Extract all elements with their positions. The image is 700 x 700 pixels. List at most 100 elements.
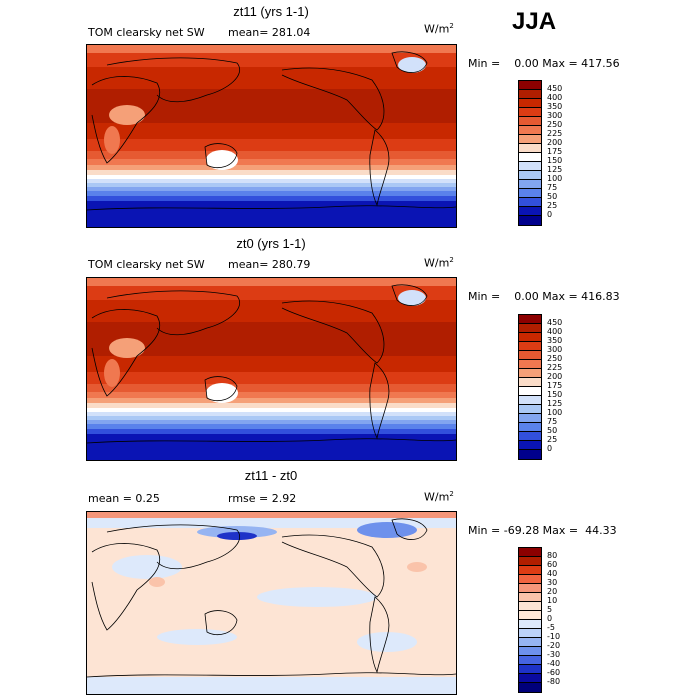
colorbar-swatch bbox=[519, 108, 541, 117]
panel3-mean: mean = 0.25 bbox=[88, 492, 160, 505]
colorbar-level-label: 25 bbox=[547, 201, 558, 210]
colorbar-swatch bbox=[519, 198, 541, 207]
panel1-map bbox=[86, 44, 457, 228]
colorbar-swatch bbox=[519, 566, 541, 575]
colorbar-swatch bbox=[519, 423, 541, 432]
colorbar-swatch bbox=[519, 171, 541, 180]
colorbar-level-label: 150 bbox=[547, 390, 563, 399]
colorbar-level-label: -10 bbox=[547, 632, 561, 641]
colorbar-swatch bbox=[519, 369, 541, 378]
colorbar-swatch bbox=[519, 117, 541, 126]
colorbar-swatch bbox=[519, 683, 541, 692]
colorbar-swatch bbox=[519, 584, 541, 593]
colorbar-swatch bbox=[519, 611, 541, 620]
colorbar-swatch bbox=[519, 665, 541, 674]
colorbar-level-label: 450 bbox=[547, 84, 563, 93]
colorbar-level-label: 300 bbox=[547, 111, 563, 120]
colorbar-swatch bbox=[519, 162, 541, 171]
colorbar-level-label: 20 bbox=[547, 587, 558, 596]
colorbar-swatch bbox=[519, 135, 541, 144]
colorbar-swatch bbox=[519, 360, 541, 369]
panel1-minmax: Min = 0.00 Max = 417.56 bbox=[468, 57, 620, 70]
colorbar-level-label: -30 bbox=[547, 650, 561, 659]
colorbar-swatch bbox=[519, 656, 541, 665]
colorbar-level-label: 200 bbox=[547, 138, 563, 147]
colorbar-level-label: 80 bbox=[547, 551, 558, 560]
colorbar-swatch bbox=[519, 378, 541, 387]
colorbar-swatch bbox=[519, 674, 541, 683]
colorbar-swatch bbox=[519, 620, 541, 629]
colorbar-level-label: 100 bbox=[547, 408, 563, 417]
colorbar-swatch bbox=[519, 81, 541, 90]
colorbar-swatch bbox=[519, 647, 541, 656]
colorbar-swatch bbox=[519, 441, 541, 450]
colorbar-level-label: 175 bbox=[547, 381, 563, 390]
colorbar-swatch bbox=[519, 324, 541, 333]
colorbar-level-label: 350 bbox=[547, 336, 563, 345]
colorbar-swatch bbox=[519, 387, 541, 396]
colorbar-swatch bbox=[519, 557, 541, 566]
colorbar-level-label: 50 bbox=[547, 192, 558, 201]
colorbar-swatch bbox=[519, 180, 541, 189]
colorbar-level-label: 125 bbox=[547, 399, 563, 408]
panel2-field-label: TOM clearsky net SW bbox=[88, 258, 205, 271]
colorbar-level-label: 40 bbox=[547, 569, 558, 578]
panel2-map-svg bbox=[87, 278, 456, 460]
colorbar-level-label: 250 bbox=[547, 120, 563, 129]
colorbar-swatch bbox=[519, 405, 541, 414]
panel2-title: zt0 (yrs 1-1) bbox=[236, 236, 306, 251]
panel1-colorbar bbox=[518, 80, 542, 226]
colorbar-swatch bbox=[519, 351, 541, 360]
panel2-mean: mean= 280.79 bbox=[228, 258, 311, 271]
colorbar-level-label: 250 bbox=[547, 354, 563, 363]
colorbar-level-label: 350 bbox=[547, 102, 563, 111]
colorbar-level-label: -60 bbox=[547, 668, 561, 677]
colorbar-level-label: 60 bbox=[547, 560, 558, 569]
colorbar-level-label: 10 bbox=[547, 596, 558, 605]
colorbar-level-label: 25 bbox=[547, 435, 558, 444]
colorbar-swatch bbox=[519, 593, 541, 602]
panel3-minmax: Min = -69.28 Max = 44.33 bbox=[468, 524, 617, 537]
colorbar-level-label: 50 bbox=[547, 426, 558, 435]
colorbar-level-label: -5 bbox=[547, 623, 555, 632]
colorbar-swatch bbox=[519, 396, 541, 405]
colorbar-level-label: 225 bbox=[547, 363, 563, 372]
colorbar-level-label: 100 bbox=[547, 174, 563, 183]
colorbar-swatch bbox=[519, 629, 541, 638]
colorbar-swatch bbox=[519, 450, 541, 459]
colorbar-level-label: 200 bbox=[547, 372, 563, 381]
colorbar-level-label: 5 bbox=[547, 605, 553, 614]
colorbar-swatch bbox=[519, 153, 541, 162]
panel1-mean: mean= 281.04 bbox=[228, 26, 311, 39]
colorbar-swatch bbox=[519, 575, 541, 584]
panel2-unit: W/m2 bbox=[424, 256, 454, 270]
colorbar-swatch bbox=[519, 333, 541, 342]
colorbar-swatch bbox=[519, 189, 541, 198]
panel3-map bbox=[86, 511, 457, 695]
colorbar-swatch bbox=[519, 90, 541, 99]
colorbar-level-label: -40 bbox=[547, 659, 561, 668]
colorbar-level-label: 125 bbox=[547, 165, 563, 174]
colorbar-level-label: 0 bbox=[547, 210, 553, 219]
panel1-field-label: TOM clearsky net SW bbox=[88, 26, 205, 39]
colorbar-level-label: 0 bbox=[547, 614, 553, 623]
colorbar-swatch bbox=[519, 414, 541, 423]
colorbar-swatch bbox=[519, 602, 541, 611]
colorbar-level-label: 400 bbox=[547, 327, 563, 336]
colorbar-swatch bbox=[519, 144, 541, 153]
panel3-colorbar bbox=[518, 547, 542, 693]
season-label: JJA bbox=[512, 8, 557, 35]
panel3-title: zt11 - zt0 bbox=[244, 468, 298, 483]
colorbar-swatch bbox=[519, 216, 541, 225]
panel3-unit: W/m2 bbox=[424, 490, 454, 504]
colorbar-level-label: -80 bbox=[547, 677, 561, 686]
colorbar-level-label: 0 bbox=[547, 444, 553, 453]
colorbar-swatch bbox=[519, 99, 541, 108]
colorbar-swatch bbox=[519, 126, 541, 135]
panel1-unit: W/m2 bbox=[424, 22, 454, 36]
colorbar-swatch bbox=[519, 432, 541, 441]
colorbar-level-label: -20 bbox=[547, 641, 561, 650]
colorbar-level-label: 450 bbox=[547, 318, 563, 327]
panel2-map bbox=[86, 277, 457, 461]
colorbar-swatch bbox=[519, 548, 541, 557]
